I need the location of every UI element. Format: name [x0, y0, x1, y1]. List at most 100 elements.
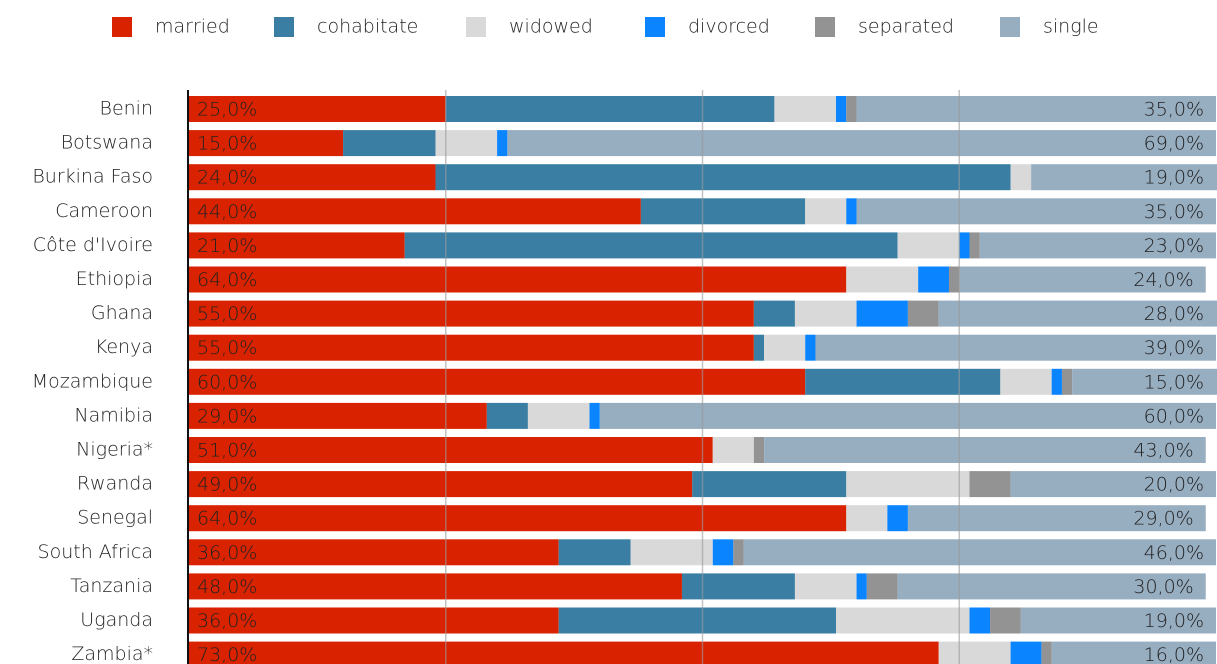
data-label: 15,0%: [197, 133, 257, 155]
bar-segment: [969, 232, 980, 259]
bar-segment: [743, 539, 1216, 566]
bar-segment: [856, 573, 867, 600]
bar-segment: [497, 130, 508, 157]
bar-segment: [856, 198, 1216, 225]
bar-segment: [969, 607, 991, 634]
bar-segment: [907, 505, 1206, 532]
bar-segment: [712, 539, 734, 566]
bar-segment: [846, 96, 857, 122]
bar-segment: [189, 232, 405, 259]
data-label: 36,0%: [197, 610, 257, 632]
data-label: 51,0%: [197, 440, 257, 462]
category-label: Cameroon: [55, 200, 153, 222]
bar-segment: [805, 368, 1001, 395]
data-label: 19,0%: [1144, 167, 1204, 189]
data-label: 35,0%: [1144, 201, 1204, 223]
data-label: 24,0%: [1133, 269, 1193, 291]
data-label: 23,0%: [1144, 235, 1204, 257]
category-label: Benin: [100, 98, 154, 120]
bar-segment: [435, 130, 498, 157]
category-label: Botswana: [61, 132, 153, 154]
bar-segment: [1051, 641, 1216, 664]
bar-segment: [805, 198, 847, 225]
data-label: 28,0%: [1144, 303, 1204, 325]
bar-segment: [1041, 641, 1052, 664]
data-label: 24,0%: [197, 167, 257, 189]
category-label: Uganda: [80, 609, 153, 631]
data-label: 49,0%: [197, 474, 257, 496]
bar-segment: [938, 300, 1217, 327]
data-label: 15,0%: [1144, 371, 1204, 393]
bar-segment: [189, 96, 446, 122]
bar-segment: [856, 300, 908, 327]
bar-segment: [897, 573, 1206, 600]
data-label: 36,0%: [197, 542, 257, 564]
bar-segment: [189, 266, 847, 293]
bar-segment: [918, 266, 949, 293]
bar-segment: [794, 300, 857, 327]
bar-segment: [1020, 607, 1216, 634]
data-label: 69,0%: [1144, 133, 1204, 155]
bar-segment: [815, 334, 1216, 361]
bar-segment: [897, 232, 960, 259]
legend-swatch: [112, 17, 132, 37]
bar-segment: [558, 607, 837, 634]
bar-segment: [846, 471, 970, 498]
bar-segment: [753, 300, 795, 327]
bar-segment: [189, 641, 939, 664]
legend-label: cohabitate: [317, 16, 418, 38]
bar-segment: [1072, 368, 1217, 395]
data-label: 46,0%: [1144, 542, 1204, 564]
bar-segment: [1010, 164, 1032, 191]
bar-segment: [1031, 164, 1217, 191]
data-label: 55,0%: [197, 337, 257, 359]
legend-swatch: [466, 17, 486, 37]
bar-segment: [866, 573, 898, 600]
bar-segment: [887, 505, 908, 532]
bar-segment: [189, 334, 754, 361]
bar-segment: [959, 266, 1206, 293]
bar-segment: [907, 300, 939, 327]
bar-segment: [1051, 368, 1062, 395]
data-label: 73,0%: [197, 644, 257, 664]
bar-segment: [805, 334, 816, 361]
bar-segment: [640, 198, 806, 225]
bar-segment: [712, 437, 754, 463]
bar-segment: [1061, 368, 1073, 395]
bar-segment: [189, 368, 806, 395]
bar-segment: [558, 539, 631, 566]
bar-segment: [589, 402, 600, 429]
category-label: South Africa: [38, 541, 153, 563]
category-label: Tanzania: [70, 575, 153, 597]
legend-label: divorced: [688, 16, 770, 38]
bar-segment: [527, 402, 590, 429]
bar-segment: [189, 300, 754, 327]
legend-swatch: [1000, 17, 1020, 37]
bar-segment: [990, 607, 1021, 634]
bar-segment: [969, 471, 1011, 498]
bar-segment: [507, 130, 1216, 157]
data-label: 48,0%: [197, 576, 257, 598]
bar-segment: [343, 130, 436, 157]
data-label: 20,0%: [1144, 474, 1204, 496]
bar-segment: [189, 539, 559, 566]
bar-segment: [599, 402, 1216, 429]
category-label: Nigeria*: [76, 439, 153, 461]
data-label: 44,0%: [197, 201, 257, 223]
data-label: 16,0%: [1144, 644, 1204, 664]
legend-swatch: [274, 17, 294, 37]
legend-label: widowed: [509, 16, 593, 38]
bar-segment: [733, 539, 744, 566]
category-label: Rwanda: [77, 473, 153, 495]
legend-label: separated: [858, 16, 954, 38]
bar-segment: [836, 607, 970, 634]
bar-segment: [979, 232, 1216, 259]
category-label: Namibia: [74, 404, 153, 426]
data-label: 30,0%: [1133, 576, 1193, 598]
bar-segment: [846, 266, 919, 293]
bar-segment: [948, 266, 960, 293]
data-label: 43,0%: [1133, 440, 1193, 462]
bar-segment: [774, 96, 837, 122]
bar-segment: [753, 437, 765, 463]
category-label: Ghana: [91, 302, 153, 324]
